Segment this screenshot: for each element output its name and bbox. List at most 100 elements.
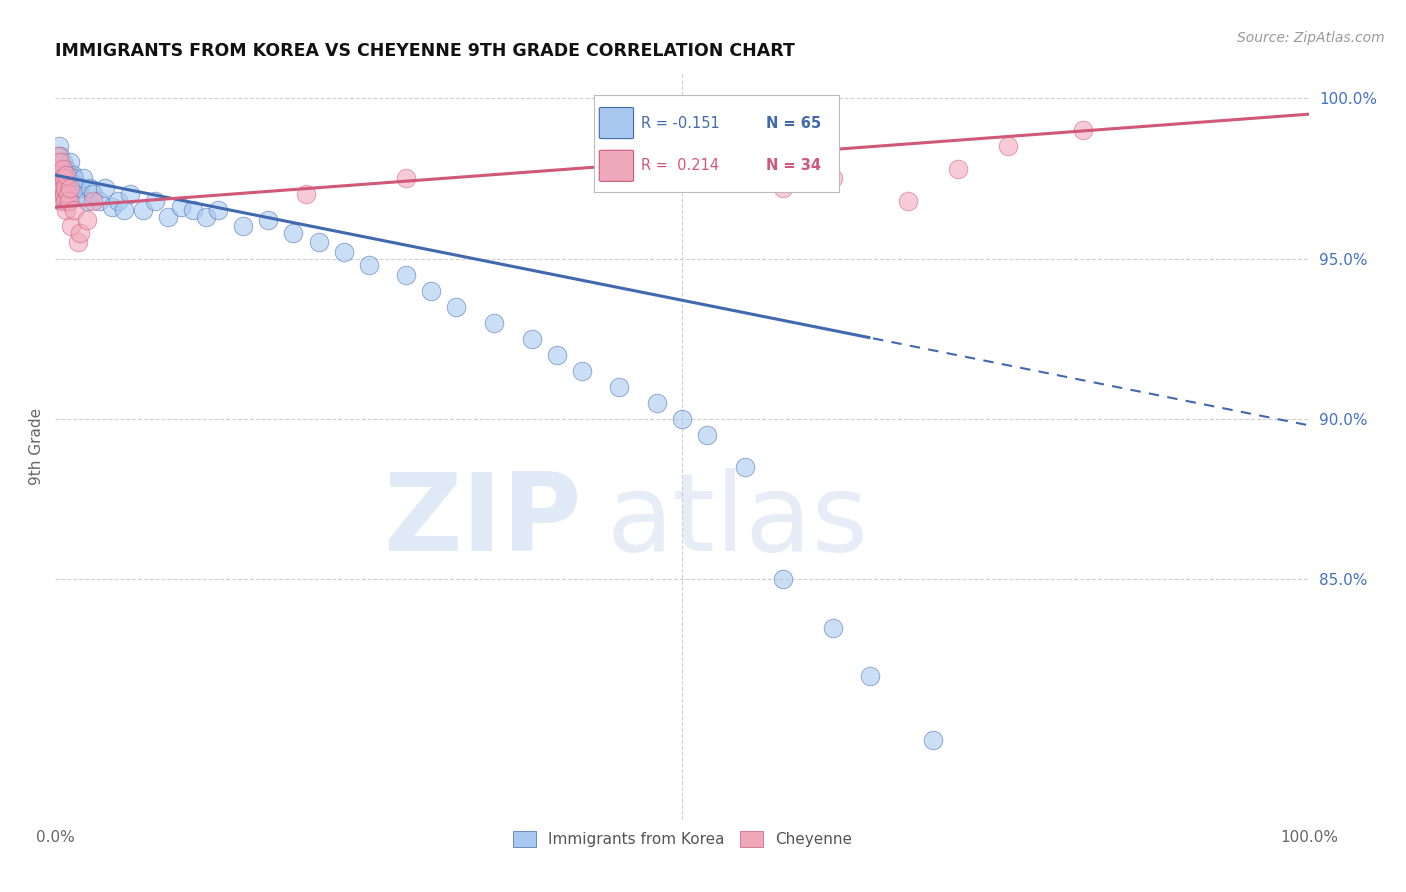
Point xyxy=(169,200,191,214)
Text: ZIP: ZIP xyxy=(384,468,582,574)
Point xyxy=(69,226,91,240)
Point xyxy=(946,161,969,176)
Point xyxy=(232,219,254,234)
Point xyxy=(52,181,75,195)
Point xyxy=(194,210,217,224)
Point xyxy=(859,669,882,683)
Point xyxy=(446,300,468,314)
Point xyxy=(60,181,83,195)
Point xyxy=(49,149,72,163)
Point xyxy=(46,149,69,163)
Point xyxy=(55,203,77,218)
Point xyxy=(87,194,110,208)
Point xyxy=(62,168,84,182)
Point xyxy=(181,203,204,218)
Point xyxy=(897,194,920,208)
Point xyxy=(295,187,318,202)
Point xyxy=(60,219,83,234)
Point xyxy=(48,139,70,153)
Point xyxy=(66,187,89,202)
Text: atlas: atlas xyxy=(607,468,869,574)
Point xyxy=(357,258,380,272)
Point xyxy=(53,181,76,195)
Point xyxy=(332,245,354,260)
Point xyxy=(55,161,77,176)
Point xyxy=(79,181,101,195)
Point xyxy=(63,203,86,218)
Point xyxy=(257,213,280,227)
Point xyxy=(1073,123,1095,137)
Point xyxy=(283,226,305,240)
Y-axis label: 9th Grade: 9th Grade xyxy=(30,408,44,485)
Point xyxy=(46,155,69,169)
Point xyxy=(72,171,94,186)
Point xyxy=(59,155,82,169)
Point xyxy=(48,171,70,186)
Point xyxy=(821,621,844,635)
Point xyxy=(63,171,86,186)
Point xyxy=(52,155,75,169)
Point xyxy=(76,213,98,227)
Point xyxy=(58,171,80,186)
Point xyxy=(420,284,443,298)
Point xyxy=(145,194,167,208)
Point xyxy=(671,412,693,426)
Point xyxy=(58,194,80,208)
Legend: Immigrants from Korea, Cheyenne: Immigrants from Korea, Cheyenne xyxy=(506,825,858,854)
Point xyxy=(76,194,98,208)
Point xyxy=(821,171,844,186)
Point xyxy=(49,181,72,195)
Point xyxy=(51,168,73,182)
Point xyxy=(52,181,75,195)
Point xyxy=(59,181,82,195)
Point xyxy=(520,332,543,346)
Point xyxy=(609,380,631,394)
Point xyxy=(52,187,75,202)
Point xyxy=(53,194,76,208)
Point xyxy=(69,181,91,195)
Point xyxy=(56,187,79,202)
Point xyxy=(120,187,142,202)
Point xyxy=(395,171,418,186)
Point xyxy=(56,187,79,202)
Point xyxy=(51,175,73,189)
Point xyxy=(56,168,79,182)
Point xyxy=(45,161,67,176)
Point xyxy=(734,460,756,475)
Point xyxy=(645,396,668,410)
Point xyxy=(45,168,67,182)
Point xyxy=(53,171,76,186)
Point xyxy=(100,200,122,214)
Point xyxy=(82,194,104,208)
Point xyxy=(94,181,117,195)
Point xyxy=(52,171,75,186)
Point xyxy=(52,161,75,176)
Point xyxy=(308,235,330,250)
Point xyxy=(546,348,568,362)
Point xyxy=(82,187,104,202)
Point xyxy=(48,168,70,182)
Point xyxy=(772,573,794,587)
Point xyxy=(52,175,75,189)
Point xyxy=(482,316,505,330)
Point xyxy=(112,203,135,218)
Point xyxy=(922,732,945,747)
Point xyxy=(395,268,418,282)
Point xyxy=(48,187,70,202)
Point xyxy=(772,181,794,195)
Point xyxy=(53,194,76,208)
Point xyxy=(55,181,77,195)
Point xyxy=(46,171,69,186)
Text: Source: ZipAtlas.com: Source: ZipAtlas.com xyxy=(1237,31,1385,45)
Point xyxy=(696,428,718,442)
Point xyxy=(51,187,73,202)
Point xyxy=(157,210,180,224)
Point xyxy=(107,194,129,208)
Point xyxy=(49,161,72,176)
Point xyxy=(51,194,73,208)
Point xyxy=(997,139,1019,153)
Point xyxy=(49,155,72,169)
Point xyxy=(571,364,593,378)
Point xyxy=(132,203,155,218)
Point xyxy=(55,168,77,182)
